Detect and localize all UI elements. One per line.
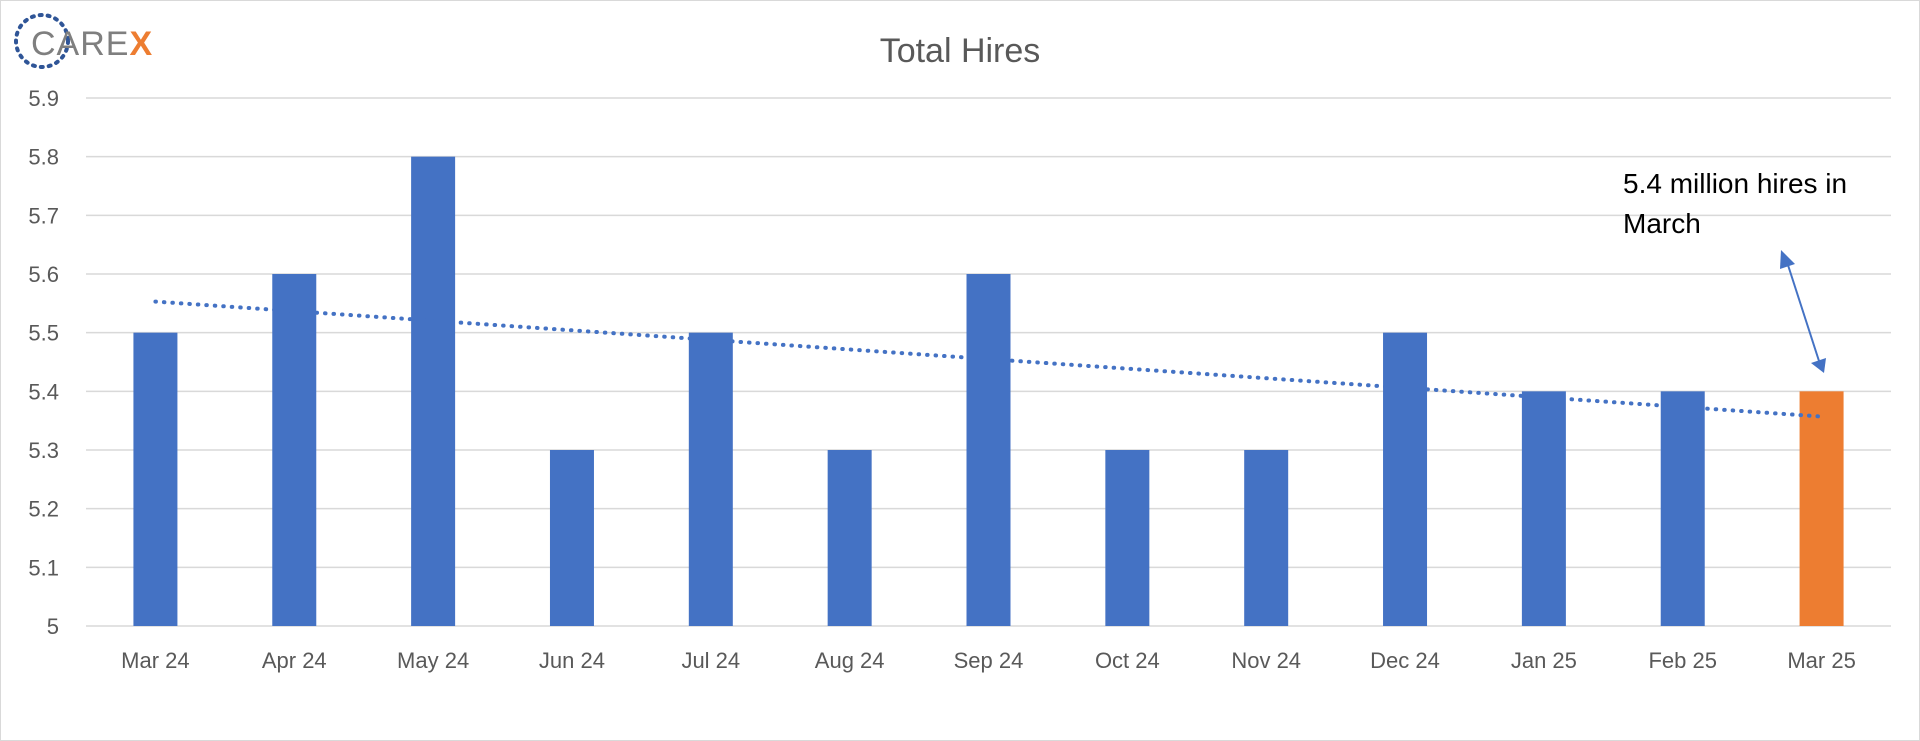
y-tick-label: 5.1 [28, 555, 59, 580]
y-tick-label: 5.5 [28, 321, 59, 346]
bar [1799, 391, 1844, 626]
y-tick-label: 5 [47, 614, 59, 639]
y-tick-label: 5.9 [28, 86, 59, 111]
logo-text-main: CARE [31, 25, 129, 63]
y-tick-label: 5.7 [28, 203, 59, 228]
bar [411, 156, 456, 626]
y-tick-label: 5.4 [28, 379, 59, 404]
x-tick-label: Sep 24 [954, 648, 1024, 673]
bar [1244, 450, 1289, 626]
logo-text: CAREX [31, 25, 153, 63]
logo-text-accent: X [129, 25, 153, 63]
x-tick-label: Oct 24 [1095, 648, 1160, 673]
bar [133, 332, 178, 626]
y-tick-label: 5.8 [28, 145, 59, 170]
x-tick-label: Mar 25 [1787, 648, 1855, 673]
y-axis-tick-labels: 5 5.1 5.2 5.3 5.4 5.5 5.6 5.7 5.8 5.9 [28, 86, 59, 639]
annotation-line-1: 5.4 million hires in [1623, 168, 1847, 199]
y-tick-label: 5.3 [28, 438, 59, 463]
bar [827, 450, 872, 626]
carex-logo: CAREX [14, 13, 153, 69]
y-tick-label: 5.6 [28, 262, 59, 287]
bar [272, 274, 317, 626]
x-axis-tick-labels: Mar 24 Apr 24 May 24 Jun 24 Jul 24 Aug 24 Sep … [121, 648, 1856, 673]
bar [966, 274, 1011, 626]
bars [133, 156, 1844, 626]
x-tick-label: Jan 25 [1511, 648, 1577, 673]
annotation-line-2: March [1623, 208, 1701, 239]
x-tick-label: Feb 25 [1648, 648, 1717, 673]
bar [1105, 450, 1150, 626]
x-tick-label: Dec 24 [1370, 648, 1440, 673]
x-tick-label: Jun 24 [539, 648, 605, 673]
bar [549, 450, 594, 626]
x-tick-label: Nov 24 [1231, 648, 1301, 673]
x-tick-label: Jul 24 [681, 648, 740, 673]
bar [1383, 332, 1428, 626]
bar [688, 332, 733, 626]
annotation-text: 5.4 million hires in March [1623, 168, 1855, 239]
x-tick-label: Apr 24 [262, 648, 327, 673]
bar [1660, 391, 1705, 626]
y-tick-label: 5.2 [28, 497, 59, 522]
x-tick-label: Aug 24 [815, 648, 885, 673]
x-tick-label: May 24 [397, 648, 469, 673]
trendline [153, 299, 1824, 419]
bar [1521, 391, 1566, 626]
annotation: 5.4 million hires in March [1623, 168, 1855, 373]
gridlines [86, 97, 1891, 627]
annotation-arrow-icon [1780, 250, 1826, 373]
logo-ring-icon [14, 13, 70, 69]
x-tick-label: Mar 24 [121, 648, 189, 673]
chart-title: Total Hires [880, 32, 1041, 70]
